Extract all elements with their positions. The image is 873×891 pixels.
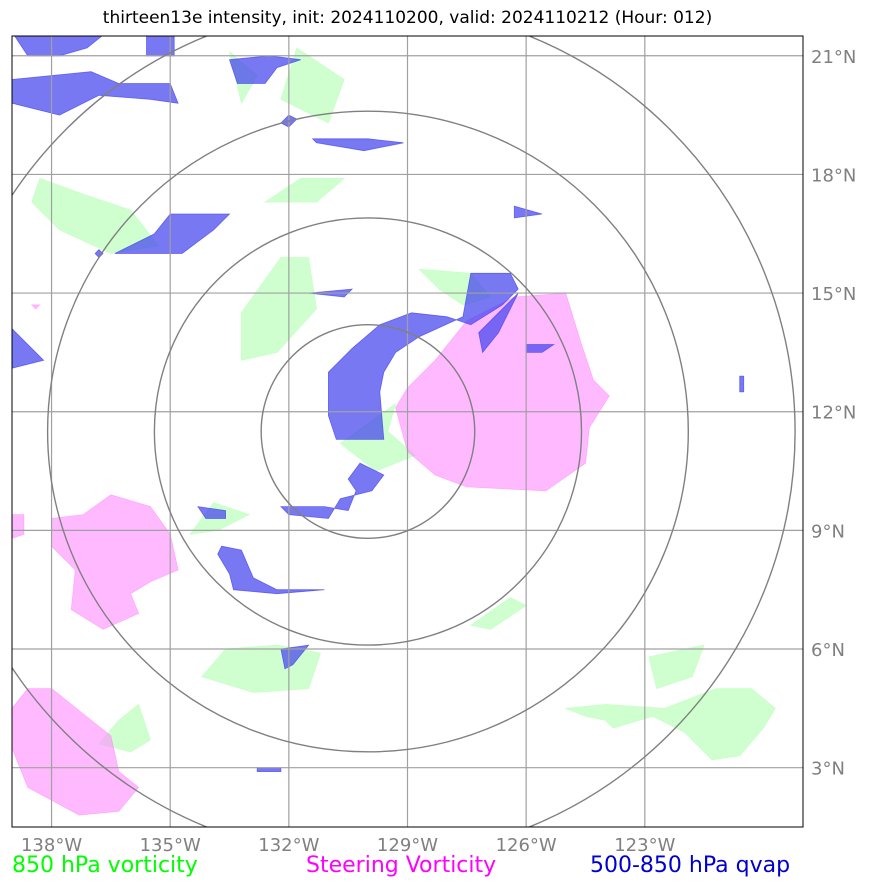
latitude-tick-label: 15°N — [811, 284, 856, 305]
qvap-area — [478, 292, 519, 354]
vorticity-850-area — [565, 688, 776, 761]
vorticity-850-area — [263, 177, 346, 203]
longitude-tick-label: 129°W — [377, 835, 438, 856]
qvap-area — [327, 272, 519, 440]
latitude-tick-label: 3°N — [811, 759, 845, 780]
plot-frame — [11, 35, 804, 828]
latitude-tick-label: 12°N — [811, 403, 856, 424]
steering-vorticity-area — [51, 494, 179, 630]
qvap-area — [256, 767, 282, 772]
legend-850-vorticity: 850 hPa vorticity — [12, 853, 198, 878]
longitude-tick-label: 138°W — [21, 835, 82, 856]
distance-ring — [12, 36, 796, 827]
distance-ring — [46, 110, 690, 753]
legend-steering-vorticity: Steering Vorticity — [306, 853, 497, 878]
qvap-area — [513, 205, 543, 219]
distance-ring — [153, 217, 583, 646]
qvap-area — [12, 71, 179, 116]
vorticity-850-area — [648, 644, 705, 690]
figure-title: thirteen13e intensity, init: 2024110200,… — [102, 8, 713, 28]
qvap-area — [217, 545, 325, 595]
steering-vorticity-area — [30, 304, 41, 310]
steering-vorticity-area — [12, 514, 25, 539]
legend-qvap: 500-850 hPa qvap — [590, 853, 791, 878]
latitude-tick-label: 21°N — [811, 47, 856, 68]
longitude-tick-label: 135°W — [140, 835, 201, 856]
steering-vorticity-area — [12, 688, 140, 816]
qvap-area — [12, 328, 45, 369]
qvap-area — [739, 375, 745, 393]
longitude-tick-label: 126°W — [496, 835, 557, 856]
qvap-area — [197, 506, 227, 519]
vorticity-850-area — [240, 257, 317, 361]
distance-ring — [260, 324, 476, 539]
longitude-tick-label: 132°W — [258, 835, 319, 856]
qvap-area — [14, 36, 103, 57]
qvap-area — [311, 138, 404, 152]
longitude-tick-label: 123°W — [614, 835, 675, 856]
qvap-area — [280, 644, 310, 670]
steering-vorticity-area — [395, 292, 610, 492]
vorticity-850-area — [469, 597, 527, 630]
qvap-area — [279, 462, 385, 519]
latitude-tick-label: 9°N — [811, 521, 845, 542]
vorticity-850-area — [280, 47, 345, 124]
latitude-tick-label: 18°N — [811, 165, 856, 186]
qvap-area — [114, 213, 231, 254]
latitude-tick-label: 6°N — [811, 640, 845, 661]
